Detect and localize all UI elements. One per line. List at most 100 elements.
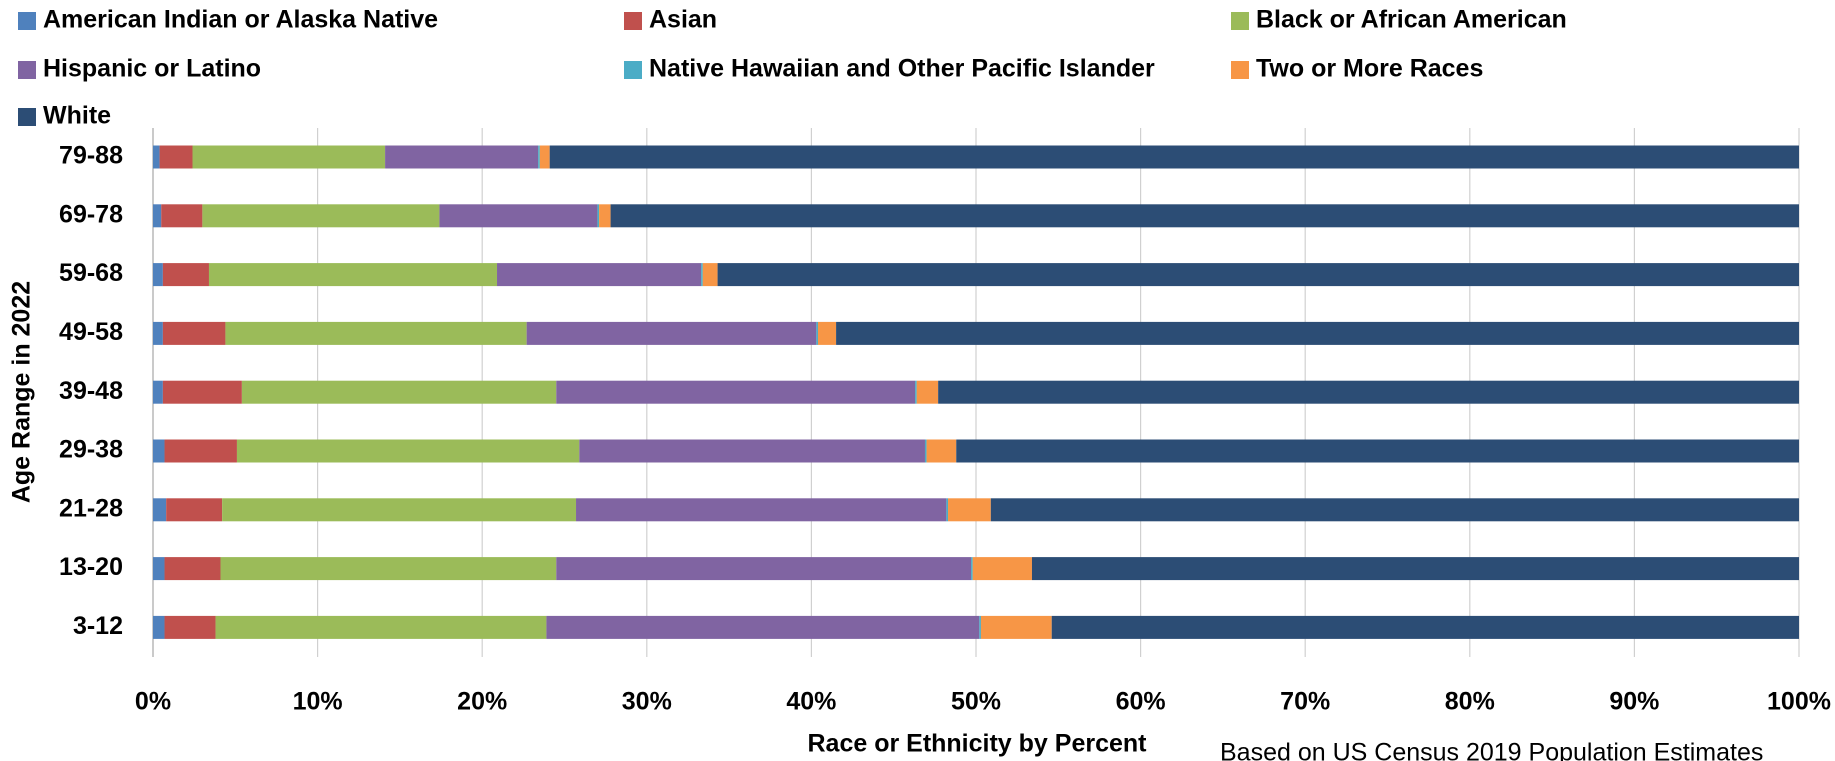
bar-segment (164, 557, 221, 581)
legend-swatch (18, 61, 36, 79)
legend-swatch (18, 108, 36, 126)
x-tick-label: 20% (457, 688, 507, 716)
legend-label: Black or African American (1256, 6, 1567, 34)
bar-segment (215, 615, 547, 639)
bar-segment (948, 498, 991, 522)
bar-segment (579, 439, 925, 463)
bar-segment (599, 204, 611, 228)
bar-segment (166, 498, 223, 522)
bar-segment (236, 439, 580, 463)
bar-segment (208, 263, 498, 287)
bar-segment (153, 498, 167, 522)
x-tick-label: 30% (622, 688, 672, 716)
y-tick-label: 59-68 (59, 259, 123, 287)
bar-segment (924, 439, 927, 463)
bar-segment (159, 145, 193, 169)
legend-swatch (624, 12, 642, 30)
y-tick-label: 39-48 (59, 377, 123, 405)
bar-segment (164, 615, 216, 639)
bar-segment (610, 204, 1799, 228)
bar-segment (556, 557, 972, 581)
bar-segment (702, 263, 718, 287)
bar-segment (1051, 615, 1799, 639)
bar-segment (225, 321, 527, 345)
legend-label: Hispanic or Latino (43, 55, 261, 83)
legend-label: Two or More Races (1256, 55, 1483, 83)
bar-segment (153, 439, 165, 463)
bar-segment (971, 557, 973, 581)
legend-label: Native Hawaiian and Other Pacific Island… (649, 55, 1155, 83)
bar-segment (717, 263, 1799, 287)
bar-segment (817, 321, 837, 345)
y-tick-label: 49-58 (59, 318, 123, 346)
bar-segment (990, 498, 1799, 522)
bar-segment (385, 145, 539, 169)
legend-label: Asian (649, 6, 717, 34)
bar-segment (162, 380, 242, 404)
bar-segment (153, 321, 163, 345)
bar-segment (597, 204, 600, 228)
bar-segment (153, 263, 163, 287)
y-tick-label: 13-20 (59, 553, 123, 581)
bar-segment (202, 204, 440, 228)
x-tick-label: 50% (951, 688, 1001, 716)
bar-segment (153, 145, 160, 169)
bar-segment (916, 380, 939, 404)
bar-segment (153, 204, 162, 228)
x-tick-label: 0% (135, 688, 171, 716)
bar-segment (816, 321, 818, 345)
bar-segment (153, 557, 165, 581)
bar-segment (192, 145, 386, 169)
x-tick-label: 70% (1280, 688, 1330, 716)
bar-segment (153, 615, 165, 639)
bar-segment (1031, 557, 1799, 581)
x-axis-title: Race or Ethnicity by Percent (807, 730, 1147, 758)
bar-segment (980, 615, 1052, 639)
bar-segment (576, 498, 947, 522)
bar-segment (539, 145, 550, 169)
y-tick-label: 69-78 (59, 200, 123, 228)
bar-segment (164, 439, 237, 463)
legend-label: White (43, 102, 111, 130)
y-axis-title: Age Range in 2022 (8, 281, 36, 503)
bar-segment (915, 380, 917, 404)
x-tick-label: 10% (293, 688, 343, 716)
bar-segment (938, 380, 1799, 404)
bar-segment (956, 439, 1799, 463)
bar-segment (153, 380, 163, 404)
bar-segment (972, 557, 1032, 581)
bar-segment (222, 498, 577, 522)
bar-segment (161, 204, 203, 228)
y-tick-label: 29-38 (59, 436, 123, 464)
legend-swatch (18, 12, 36, 30)
legend-swatch (1231, 61, 1249, 79)
y-tick-label: 3-12 (73, 612, 123, 640)
bar-segment (946, 498, 949, 522)
bar-segment (556, 380, 916, 404)
x-tick-label: 60% (1116, 688, 1166, 716)
bar-segment (241, 380, 557, 404)
bar-segment (701, 263, 703, 287)
bar-segment (538, 145, 540, 169)
x-tick-label: 40% (786, 688, 836, 716)
y-tick-label: 79-88 (59, 142, 123, 170)
bar-segment (926, 439, 957, 463)
x-tick-label: 90% (1609, 688, 1659, 716)
bar-segment (162, 263, 209, 287)
bar-segment (526, 321, 817, 345)
x-tick-label: 80% (1445, 688, 1495, 716)
x-tick-label: 100% (1767, 688, 1831, 716)
legend-label: American Indian or Alaska Native (43, 6, 438, 34)
bar-segment (836, 321, 1799, 345)
legend-swatch (624, 61, 642, 79)
bar-segment (979, 615, 981, 639)
bar-segment (220, 557, 557, 581)
bar-segment (162, 321, 226, 345)
note: Based on US Census 2019 Population Estim… (1220, 739, 1763, 761)
y-tick-label: 21-28 (59, 494, 123, 522)
bar-segment (497, 263, 702, 287)
bar-segment (549, 145, 1799, 169)
bar-segment (546, 615, 980, 639)
bar-segment (439, 204, 598, 228)
